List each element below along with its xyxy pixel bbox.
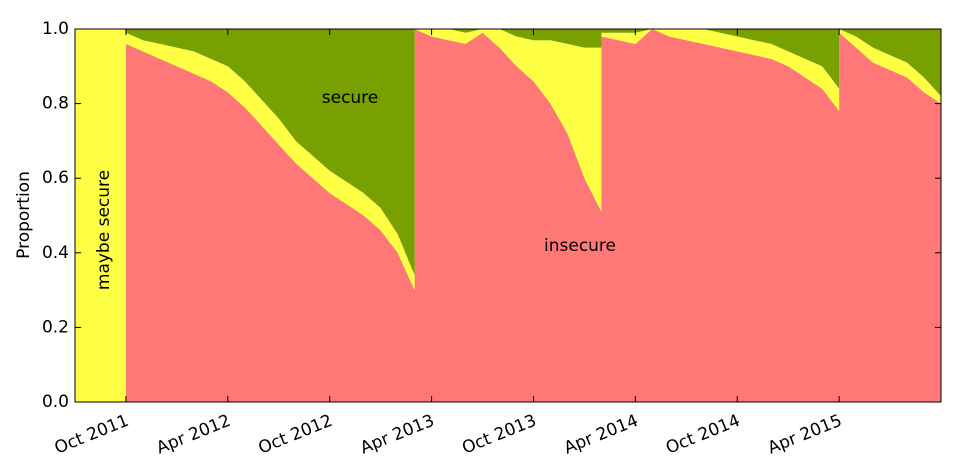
x-tick-label: Apr 2014 [561,411,641,459]
y-axis-label: Proportion [14,171,34,259]
x-tick-label: Apr 2015 [765,411,845,459]
series-label: secure [322,88,379,108]
area [75,29,941,276]
y-tick-label: 0.6 [42,168,69,188]
x-tick-label: Oct 2011 [52,411,132,459]
y-tick-label: 1.0 [42,19,69,39]
x-tick-label: Oct 2013 [459,411,539,459]
series-label: insecure [544,236,616,256]
x-tick-label: Apr 2013 [357,411,437,459]
x-tick-label: Oct 2014 [663,411,743,459]
x-tick-label: Apr 2012 [154,411,234,459]
x-tick-label: Oct 2012 [256,411,336,459]
series-label: maybe secure [94,170,114,290]
area [75,29,941,402]
y-tick-label: 0.2 [42,317,69,337]
y-tick-label: 0.8 [42,94,69,114]
y-tick-label: 0.4 [42,243,69,263]
y-tick-label: 0.0 [42,392,69,412]
plot-frame [74,28,942,403]
